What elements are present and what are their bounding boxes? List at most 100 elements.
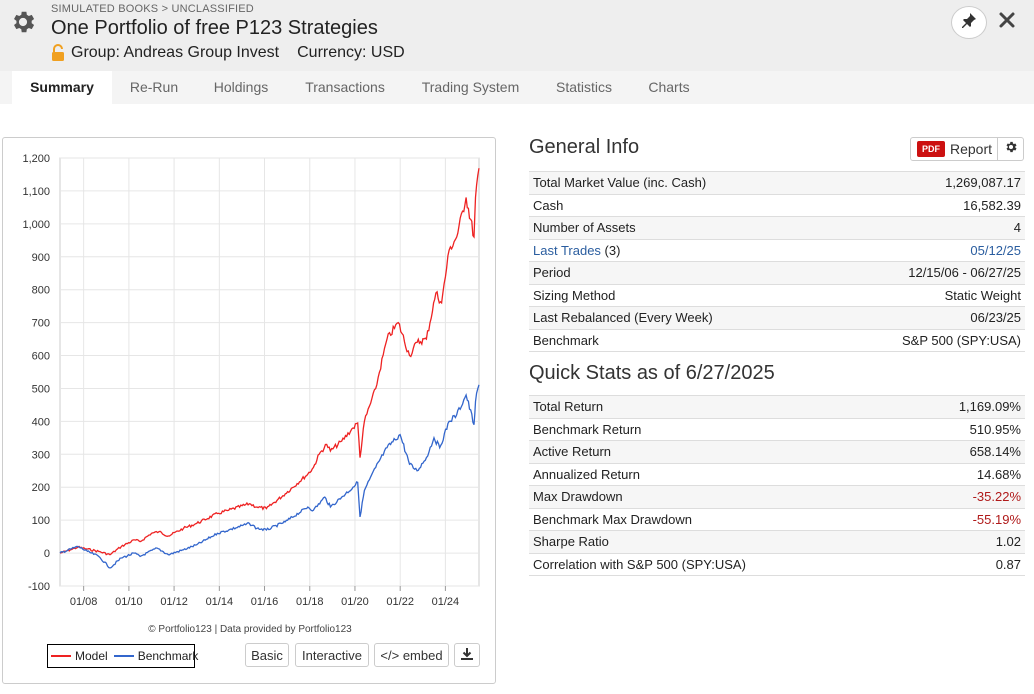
table-row: Cash 16,582.39 — [529, 193, 1025, 217]
basic-button[interactable]: Basic — [245, 643, 289, 667]
row-value: 06/23/25 — [824, 306, 1025, 329]
performance-chart: 1,200 1,100 1,000 900 800 700 600 500 400 300 200 1… — [22, 153, 480, 608]
table-row: Correlation with S&P 500 (SPY:USA) 0.87 — [529, 552, 1025, 576]
row-label: Correlation with S&P 500 (SPY:USA) — [529, 552, 906, 576]
x-tick-label: 01/18 — [296, 596, 324, 608]
tab-trading-system[interactable]: Trading System — [421, 79, 520, 95]
row-value: 4 — [824, 216, 1025, 239]
table-row: Benchmark S&P 500 (SPY:USA) — [529, 328, 1025, 352]
row-label: Annualized Return — [529, 462, 906, 486]
tab-charts[interactable]: Charts — [648, 79, 690, 95]
row-value: Static Weight — [824, 283, 1025, 307]
row-value: 12/15/06 - 06/27/25 — [824, 261, 1025, 284]
table-row: Number of Assets 4 — [529, 216, 1025, 239]
row-value: S&P 500 (SPY:USA) — [824, 328, 1025, 352]
general-info-title: General Info — [529, 136, 640, 158]
x-tick-label: 01/10 — [115, 596, 143, 608]
row-value: 658.14% — [905, 440, 1025, 463]
row-value: 1,269,087.17 — [824, 171, 1025, 194]
row-label: Cash — [529, 193, 825, 217]
legend-swatch-model — [51, 655, 71, 657]
y-tick-label: 1,000 — [22, 219, 50, 231]
table-row: Sharpe Ratio 1.02 — [529, 530, 1025, 553]
x-tick-label: 01/22 — [386, 596, 414, 608]
x-tick-label: 01/12 — [160, 596, 188, 608]
y-tick-label: 0 — [44, 548, 50, 560]
last-trades-link[interactable]: Last Trades — [533, 242, 601, 258]
row-value: 510.95% — [905, 417, 1025, 441]
row-value: 14.68% — [905, 462, 1025, 486]
y-tick-label: 400 — [32, 416, 50, 428]
close-button[interactable] — [993, 8, 1021, 36]
tab-statistics[interactable]: Statistics — [555, 79, 612, 95]
chart-grid — [59, 157, 480, 587]
table-row: Period 12/15/06 - 06/27/25 — [529, 261, 1025, 284]
row-label: Benchmark Max Drawdown — [529, 507, 906, 531]
row-value: 16,582.39 — [824, 193, 1025, 217]
row-label: Benchmark Return — [529, 417, 906, 441]
page-header: SIMULATED BOOKS > UNCLASSIFIED One Portf… — [0, 0, 1034, 71]
row-value: 1,169.09% — [905, 395, 1025, 418]
row-label: Sizing Method — [529, 283, 825, 307]
y-tick-label: 100 — [32, 515, 50, 527]
series-line-model — [59, 168, 480, 556]
tab-transactions[interactable]: Transactions — [305, 79, 385, 95]
x-tick-label: 01/16 — [251, 596, 279, 608]
pin-button[interactable] — [951, 6, 987, 39]
tab-holdings[interactable]: Holdings — [213, 79, 269, 95]
embed-button[interactable]: </> embed — [374, 643, 449, 667]
y-tick-label: 700 — [32, 318, 50, 330]
legend-label-benchmark: Benchmark — [137, 649, 199, 663]
table-row: Active Return 658.14% — [529, 440, 1025, 463]
row-label: Last Trades (3) — [529, 238, 825, 262]
report-settings-button[interactable] — [998, 137, 1025, 161]
pin-icon — [961, 12, 977, 33]
legend-label-model: Model — [75, 649, 108, 663]
report-button-group: PDF Report — [910, 137, 1025, 161]
tab-summary[interactable]: Summary — [12, 71, 112, 104]
currency-label: Currency: USD — [297, 44, 405, 61]
performance-chart-panel: 1,200 1,100 1,000 900 800 700 600 500 400 300 200 1… — [2, 137, 496, 684]
pdf-report-button[interactable]: PDF Report — [910, 137, 999, 161]
row-label: Benchmark — [529, 328, 825, 352]
report-label: Report — [950, 141, 993, 157]
breadcrumb[interactable]: SIMULATED BOOKS > UNCLASSIFIED — [51, 3, 254, 15]
series-line-benchmark — [59, 384, 480, 569]
row-value: 0.87 — [905, 552, 1025, 576]
y-tick-label: 1,200 — [22, 153, 50, 165]
row-label: Max Drawdown — [529, 485, 906, 508]
quick-stats-table: Total Return 1,169.09% Benchmark Return … — [529, 395, 1025, 576]
row-label: Total Return — [529, 395, 906, 418]
last-trade-date-link[interactable]: 05/12/25 — [970, 242, 1021, 258]
interactive-button[interactable]: Interactive — [295, 643, 369, 667]
plot-area — [59, 157, 480, 587]
download-button[interactable] — [454, 643, 480, 667]
row-value: 1.02 — [905, 530, 1025, 553]
table-row: Sizing Method Static Weight — [529, 283, 1025, 307]
y-tick-label: 900 — [32, 252, 50, 264]
row-label: Total Market Value (inc. Cash) — [529, 171, 825, 194]
row-value: -55.19% — [905, 507, 1025, 531]
table-row: Last Trades (3) 05/12/25 — [529, 238, 1025, 262]
tab-re-run[interactable]: Re-Run — [129, 79, 179, 95]
tab-bar: Summary Re-Run Holdings Transactions Tra… — [0, 71, 1034, 104]
page-title: One Portfolio of free P123 Strategies — [51, 17, 378, 39]
y-tick-label: 200 — [32, 482, 50, 494]
chart-credit: © Portfolio123 | Data provided by Portfo… — [148, 624, 352, 635]
quick-stats-title: Quick Stats as of 6/27/2025 — [529, 362, 775, 384]
lock-open-icon — [51, 44, 65, 62]
legend-item-benchmark[interactable]: Benchmark — [113, 649, 199, 663]
chart-series — [59, 168, 480, 569]
row-label: Active Return — [529, 440, 906, 463]
table-row: Benchmark Max Drawdown -55.19% — [529, 507, 1025, 531]
close-icon — [998, 8, 1016, 36]
legend-item-model[interactable]: Model — [51, 649, 108, 663]
table-row: Benchmark Return 510.95% — [529, 417, 1025, 441]
gear-icon[interactable] — [9, 8, 37, 36]
y-tick-label: 600 — [32, 351, 50, 363]
pdf-badge: PDF — [917, 141, 945, 157]
row-label: Sharpe Ratio — [529, 530, 906, 553]
y-tick-label: 300 — [32, 449, 50, 461]
row-label: Period — [529, 261, 825, 284]
group-currency-line: Group: Andreas Group Invest Currency: US… — [51, 44, 405, 62]
